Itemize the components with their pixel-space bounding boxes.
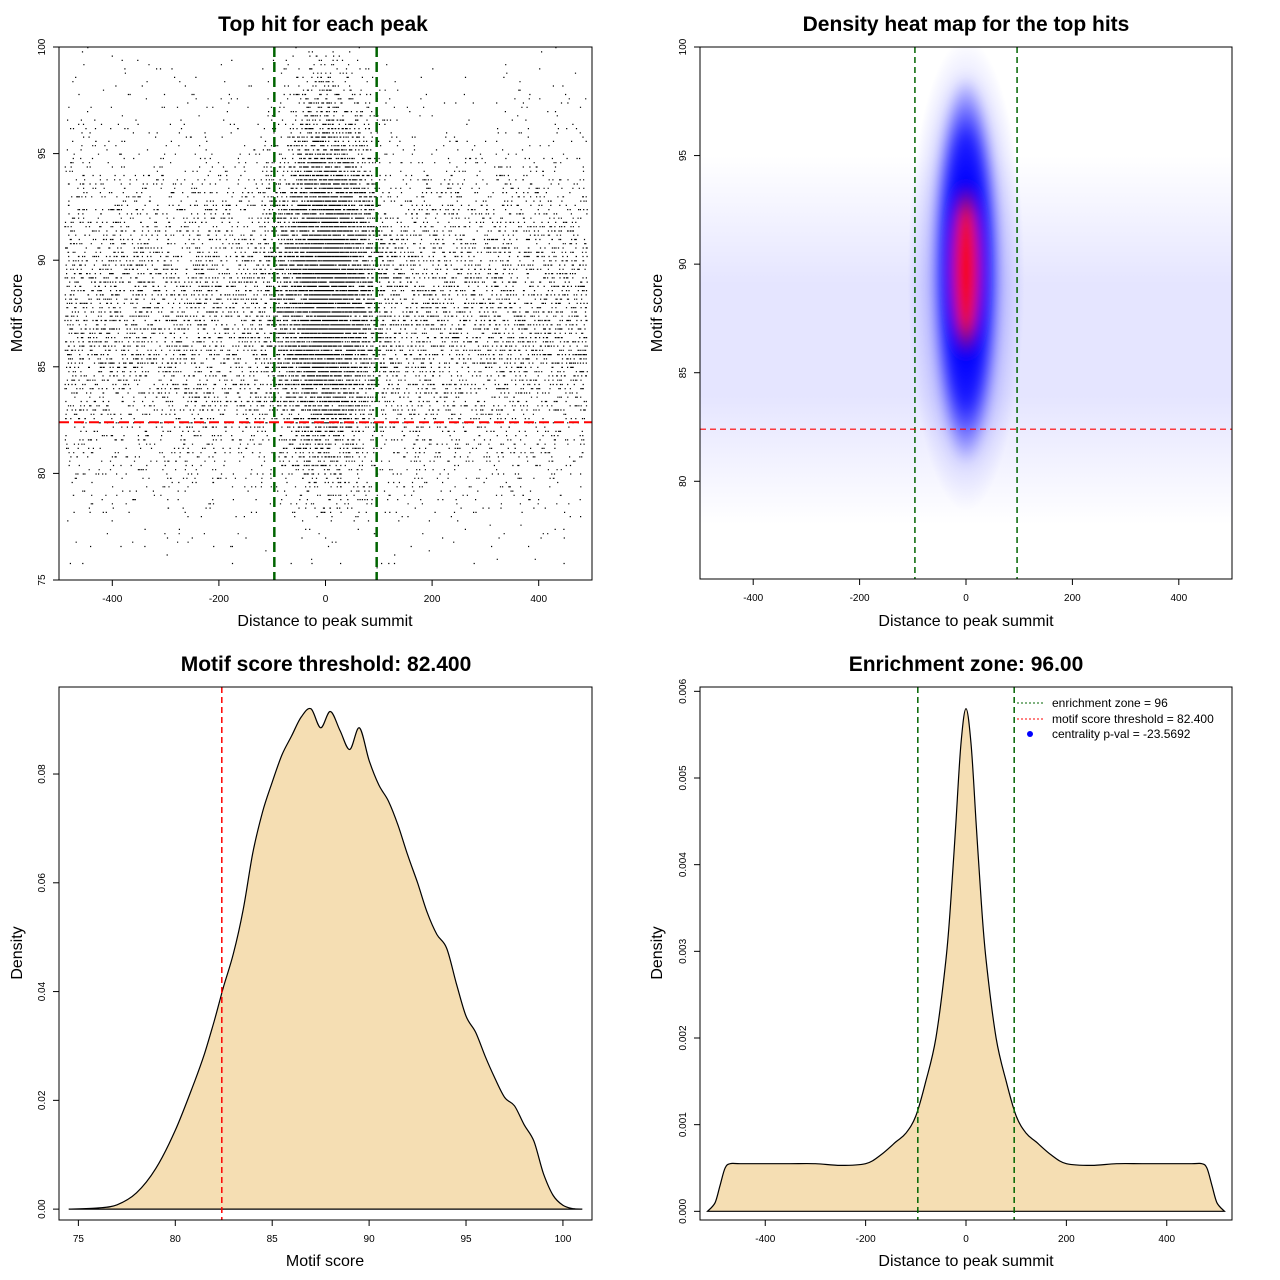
distance-y-tick-label: 0.004	[678, 852, 689, 877]
distance-density-area	[706, 708, 1226, 1212]
scatter-plot-frame	[58, 46, 593, 581]
legend-point-centrality	[1027, 731, 1033, 737]
scatter-y-tick-label: 75	[37, 574, 48, 586]
scatter-x-axis-label: Distance to peak summit	[237, 613, 413, 630]
heatmap-surface	[700, 47, 1232, 579]
distance-y-tick-label: 0.003	[678, 938, 689, 963]
distance-x-tick-label: -400	[755, 1234, 775, 1245]
heatmap-y-tick-label: 90	[678, 258, 689, 270]
scatter-x-tick-label: 200	[424, 594, 441, 605]
distance-y-tick-label: 0.002	[678, 1025, 689, 1050]
heatmap-x-tick-label: -400	[743, 593, 763, 604]
heatmap-y-axis-label: Motif score	[649, 274, 666, 352]
score-x-tick-label: 100	[555, 1234, 572, 1245]
heatmap-panel: Density heat map for the top hits -400 -2…	[649, 13, 1233, 630]
scatter-y-tick-label: 85	[37, 361, 48, 373]
score-x-tick-label: 75	[73, 1234, 85, 1245]
score-density-area	[68, 707, 583, 1210]
distance-y-axis-label: Density	[649, 926, 666, 979]
heatmap-x-tick-label: 0	[963, 593, 969, 604]
scatter-y-axis-label: Motif score	[9, 274, 26, 352]
score-x-tick-label: 90	[364, 1234, 376, 1245]
score-y-tick-label: 0.00	[37, 1199, 48, 1219]
distance-legend: enrichment zone = 96 motif score thresho…	[1017, 696, 1214, 741]
heatmap-x-tick-label: 200	[1064, 593, 1081, 604]
distance-x-tick-label: 200	[1058, 1234, 1075, 1245]
score-density-panel: Motif score threshold: 82.400 75 80 85 90 95…	[9, 653, 593, 1270]
legend-label-enrichment-zone: enrichment zone = 96	[1052, 696, 1168, 710]
legend-label-centrality: centrality p-val = -23.5692	[1052, 727, 1191, 741]
distance-y-tick-label: 0.000	[678, 1198, 689, 1223]
distance-x-axis-label: Distance to peak summit	[878, 1253, 1054, 1270]
distance-x-tick-label: -200	[856, 1234, 876, 1245]
score-x-tick-label: 80	[170, 1234, 182, 1245]
heatmap-x-axis-label: Distance to peak summit	[878, 613, 1054, 630]
score-y-tick-label: 0.08	[37, 764, 48, 784]
heatmap-y-tick-label: 100	[678, 38, 689, 55]
score-y-tick-label: 0.04	[37, 981, 48, 1001]
heatmap-x-tick-label: -200	[850, 593, 870, 604]
distance-y-tick-label: 0.005	[678, 765, 689, 790]
score-y-tick-label: 0.02	[37, 1090, 48, 1110]
distance-x-tick-label: 0	[963, 1234, 969, 1245]
score-x-tick-label: 85	[267, 1234, 279, 1245]
scatter-y-tick-label: 90	[37, 254, 48, 266]
scatter-points	[64, 47, 588, 569]
scatter-panel: Top hit for each peak -400 -200 0 200 400 75…	[9, 13, 593, 630]
scatter-y-tick-label: 80	[37, 467, 48, 479]
distance-x-tick-label: 400	[1158, 1234, 1175, 1245]
scatter-x-tick-label: 0	[323, 594, 329, 605]
scatter-x-tick-label: -400	[102, 594, 122, 605]
legend-label-motif-threshold: motif score threshold = 82.400	[1052, 712, 1214, 726]
heatmap-y-tick-label: 95	[678, 150, 689, 162]
scatter-title: Top hit for each peak	[218, 13, 428, 36]
scatter-y-tick-label: 100	[37, 38, 48, 55]
scatter-point-cloud	[64, 47, 588, 569]
heatmap-x-tick-label: 400	[1170, 593, 1187, 604]
scatter-y-tick-label: 95	[37, 148, 48, 160]
score-x-tick-label: 95	[460, 1234, 472, 1245]
score-x-axis-label: Motif score	[286, 1253, 364, 1270]
score-y-tick-label: 0.06	[37, 873, 48, 893]
score-y-axis-label: Density	[9, 926, 26, 979]
heatmap-y-tick-label: 85	[678, 367, 689, 379]
scatter-x-tick-label: 400	[530, 594, 547, 605]
distance-y-tick-label: 0.006	[678, 678, 689, 703]
score-plot-frame	[58, 686, 593, 1221]
distance-y-tick-label: 0.001	[678, 1112, 689, 1137]
heatmap-title: Density heat map for the top hits	[803, 13, 1130, 36]
distance-density-panel: Enrichment zone: 96.00 -400 -200 0 200 400 0…	[649, 653, 1233, 1270]
scatter-x-tick-label: -200	[209, 594, 229, 605]
score-density-title: Motif score threshold: 82.400	[181, 653, 472, 676]
distance-density-title: Enrichment zone: 96.00	[849, 653, 1084, 676]
heatmap-density-peak	[933, 74, 999, 466]
heatmap-y-tick-label: 80	[678, 475, 689, 487]
